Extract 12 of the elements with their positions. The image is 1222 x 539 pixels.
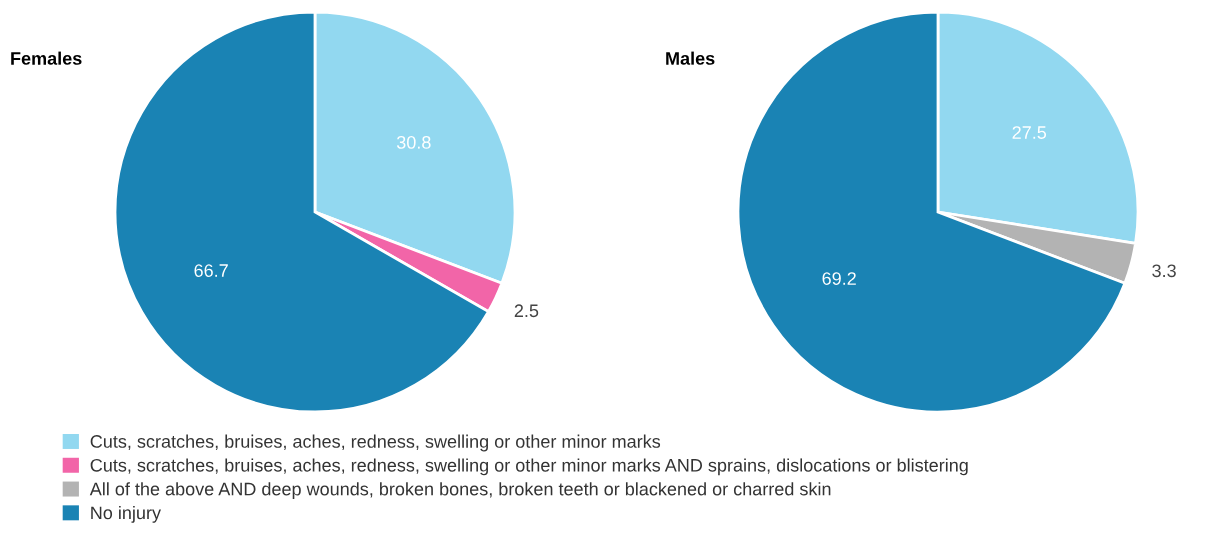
data-label: 66.7	[194, 264, 228, 277]
data-label: 3.3	[1152, 264, 1176, 278]
data-label: 69.2	[822, 272, 856, 285]
text: Females	[11, 51, 82, 65]
data-label: 27.5	[1012, 126, 1047, 139]
data-label: 30.8	[396, 135, 431, 149]
legend-label: Cuts, scratches, bruises, aches, redness, swelling or other minor marks AND sprains, dislocations or blistering	[90, 458, 968, 476]
legend-label: Cuts, scratches, bruises, aches, redness, swelling or other minor marks	[90, 434, 661, 452]
text: Males	[666, 51, 715, 65]
legend-label: All of the above AND deep wounds, broken bones, broken teeth or blackened or charred skin	[89, 482, 831, 500]
data-label: 2.5	[514, 304, 539, 318]
legend-label: No injury	[91, 505, 161, 523]
